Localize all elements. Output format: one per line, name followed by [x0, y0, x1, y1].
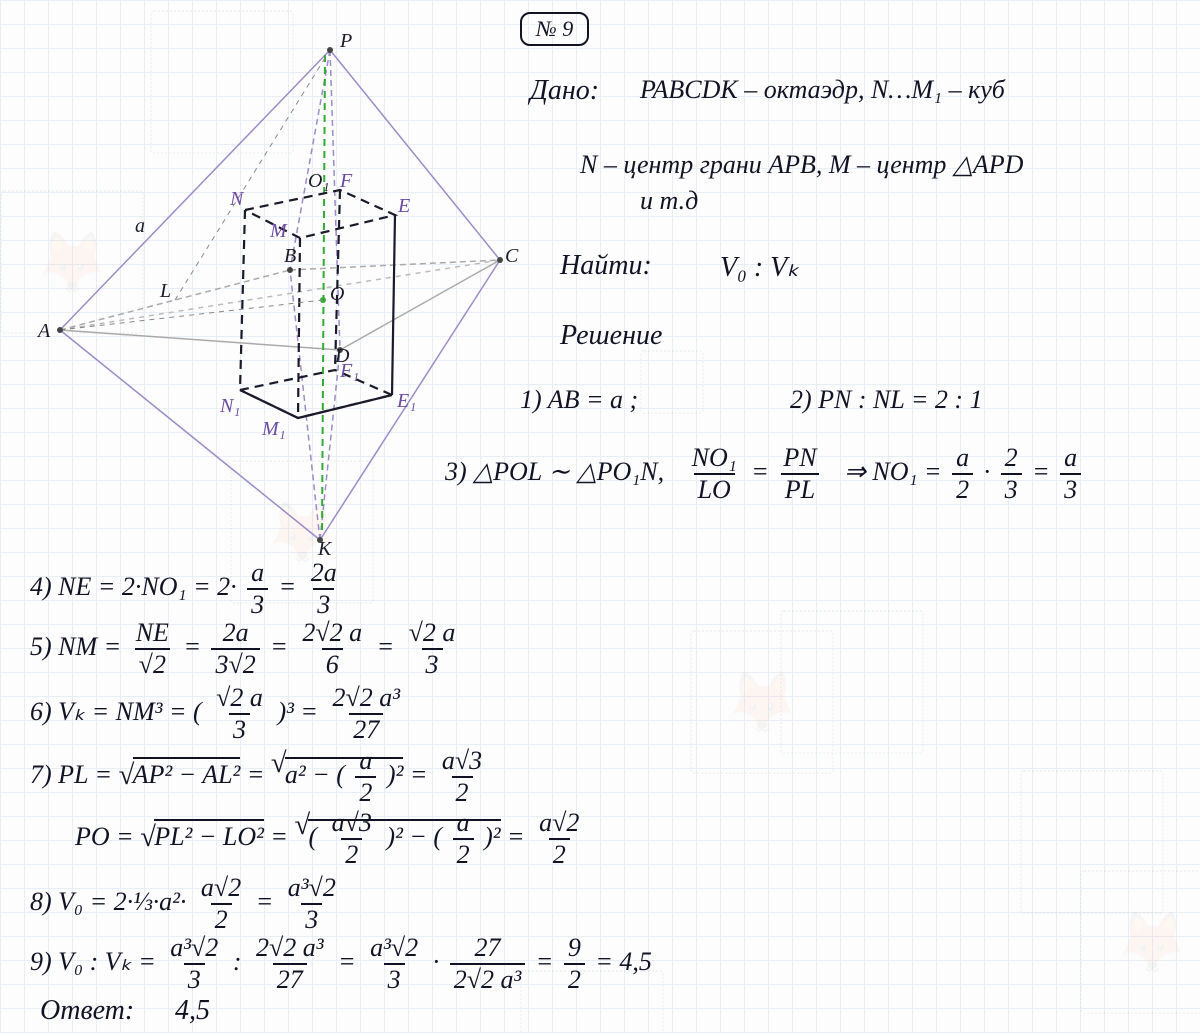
problem-number: № 9: [520, 12, 589, 46]
find-label: Найти:: [560, 250, 652, 282]
step1b: 2) PN : NL = 2 : 1: [790, 385, 983, 415]
pt-O1: O₁: [308, 170, 329, 193]
pt-M1: M₁: [262, 418, 286, 441]
step9: 9) V₀ : Vₖ = a³√23 : 2√2 a³27 = a³√23 · …: [30, 935, 652, 993]
given-line3: и т.д: [640, 186, 698, 216]
pt-F1: F₁: [340, 360, 359, 383]
step3: 3) △POL ∼ △PO₁N, NO₁LO = PNPL ⇒ NO₁ = a2…: [445, 445, 1085, 503]
step1a: 1) AB = a ;: [520, 385, 638, 415]
step5: 5) NM = NE√2 = 2a3√2 = 2√2 a6 = √2 a3: [30, 620, 463, 678]
given-line1: PABCDK – октаэдр, N…M₁ – куб: [640, 75, 1005, 105]
pt-a: a: [135, 215, 145, 238]
pt-F: F: [340, 170, 352, 193]
given-line2: N – центр грани APB, M – центр △APD: [580, 150, 1023, 180]
step4: 4) NE = 2·NO₁ = 2· a3 = 2a3: [30, 560, 345, 618]
answer-label: Ответ:: [40, 995, 134, 1027]
step7a: 7) PL = AP² − AL² = a² − ( a2 )² = a√32: [30, 748, 490, 806]
pt-M: M: [270, 220, 287, 243]
step8: 8) V₀ = 2·⅓·a²· a√22 = a³√23: [30, 875, 344, 933]
answer-value: 4,5: [175, 995, 210, 1027]
pt-E: E: [398, 195, 410, 218]
step7b: PO = PL² − LO² = ( a√32 )² − ( a2 )² = a…: [75, 810, 587, 868]
find-expr: V₀ : Vₖ: [720, 250, 799, 284]
pt-P: P: [340, 30, 352, 53]
pt-E1: E₁: [397, 390, 416, 413]
pt-A: A: [38, 320, 50, 343]
pt-C: C: [505, 245, 518, 268]
pt-O: O: [330, 283, 344, 306]
pt-N: N: [230, 188, 243, 211]
pt-L: L: [160, 280, 171, 303]
given-label: Дано:: [530, 75, 599, 107]
step6: 6) Vₖ = NM³ = ( √2 a3 )³ = 2√2 a³27: [30, 685, 408, 743]
pt-B: B: [284, 245, 296, 268]
pt-N1: N₁: [220, 395, 240, 418]
solution-label: Решение: [560, 320, 662, 352]
